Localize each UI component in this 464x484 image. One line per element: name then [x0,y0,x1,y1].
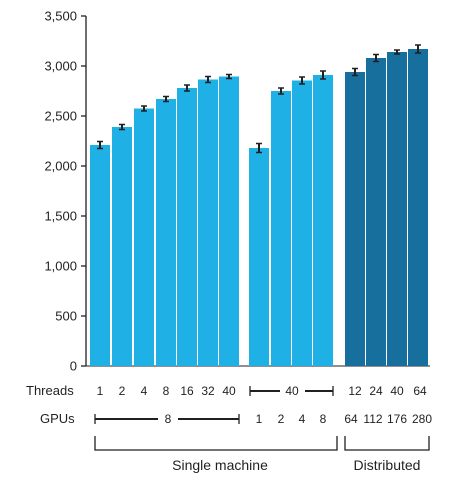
gpus-label: 2 [278,412,285,426]
gpus-label: 8 [165,412,172,426]
y-tick-label: 2,000 [44,159,77,174]
y-axis: 0 500 1,000 1,500 2,000 2,500 3,000 3,500 [44,9,430,374]
threads-label: 8 [163,384,170,398]
bar [177,88,197,366]
bar [271,91,291,366]
bar [366,58,386,366]
threads-row: 1 2 4 8 16 32 40 40 12 24 40 64 [97,384,427,398]
threads-label: 12 [348,384,362,398]
bar [112,127,132,366]
bar [198,79,218,366]
threads-label: 40 [222,384,236,398]
group-brackets [94,436,430,451]
threads-label: 1 [97,384,104,398]
threads-label: 2 [119,384,126,398]
bar [408,49,428,366]
y-tick-label: 0 [70,359,77,374]
threads-label: 4 [141,384,148,398]
distributed-bracket [344,436,430,451]
bar [219,76,239,366]
threads-label: 16 [180,384,194,398]
threads-label: 64 [413,384,427,398]
gpus-row-label: GPUs [40,411,75,426]
gpus-label: 112 [363,412,382,426]
error-bars [97,44,421,154]
threads-row-label: Threads [26,383,74,398]
y-tick-label: 1,000 [44,259,77,274]
threads-label: 32 [201,384,215,398]
y-tick-label: 3,500 [44,9,77,24]
gpus-label: 1 [256,412,263,426]
y-tick-label: 3,000 [44,59,77,74]
bar [134,108,154,366]
distributed-label: Distributed [354,457,421,473]
single-machine-label: Single machine [172,457,268,473]
gpus-label: 280 [412,412,432,426]
threads-label: 40 [285,384,299,398]
bar [345,72,365,366]
gpus-label: 4 [299,412,306,426]
y-tick-label: 500 [55,309,77,324]
bar [249,148,269,366]
bar [313,75,333,366]
y-tick-label: 2,500 [44,109,77,124]
threads-label: 24 [369,384,383,398]
gpus-label: 8 [320,412,327,426]
gpus-label: 176 [387,412,407,426]
bar [387,52,407,366]
gpus-label: 64 [344,412,358,426]
y-tick-label: 1,500 [44,209,77,224]
threads-label: 40 [390,384,404,398]
bars [90,49,428,366]
gpus-row: 8 1 2 4 8 64 112 176 280 [94,412,432,426]
bar [292,80,312,366]
single-machine-bracket [94,436,338,451]
bar [156,99,176,366]
bar [90,145,110,366]
